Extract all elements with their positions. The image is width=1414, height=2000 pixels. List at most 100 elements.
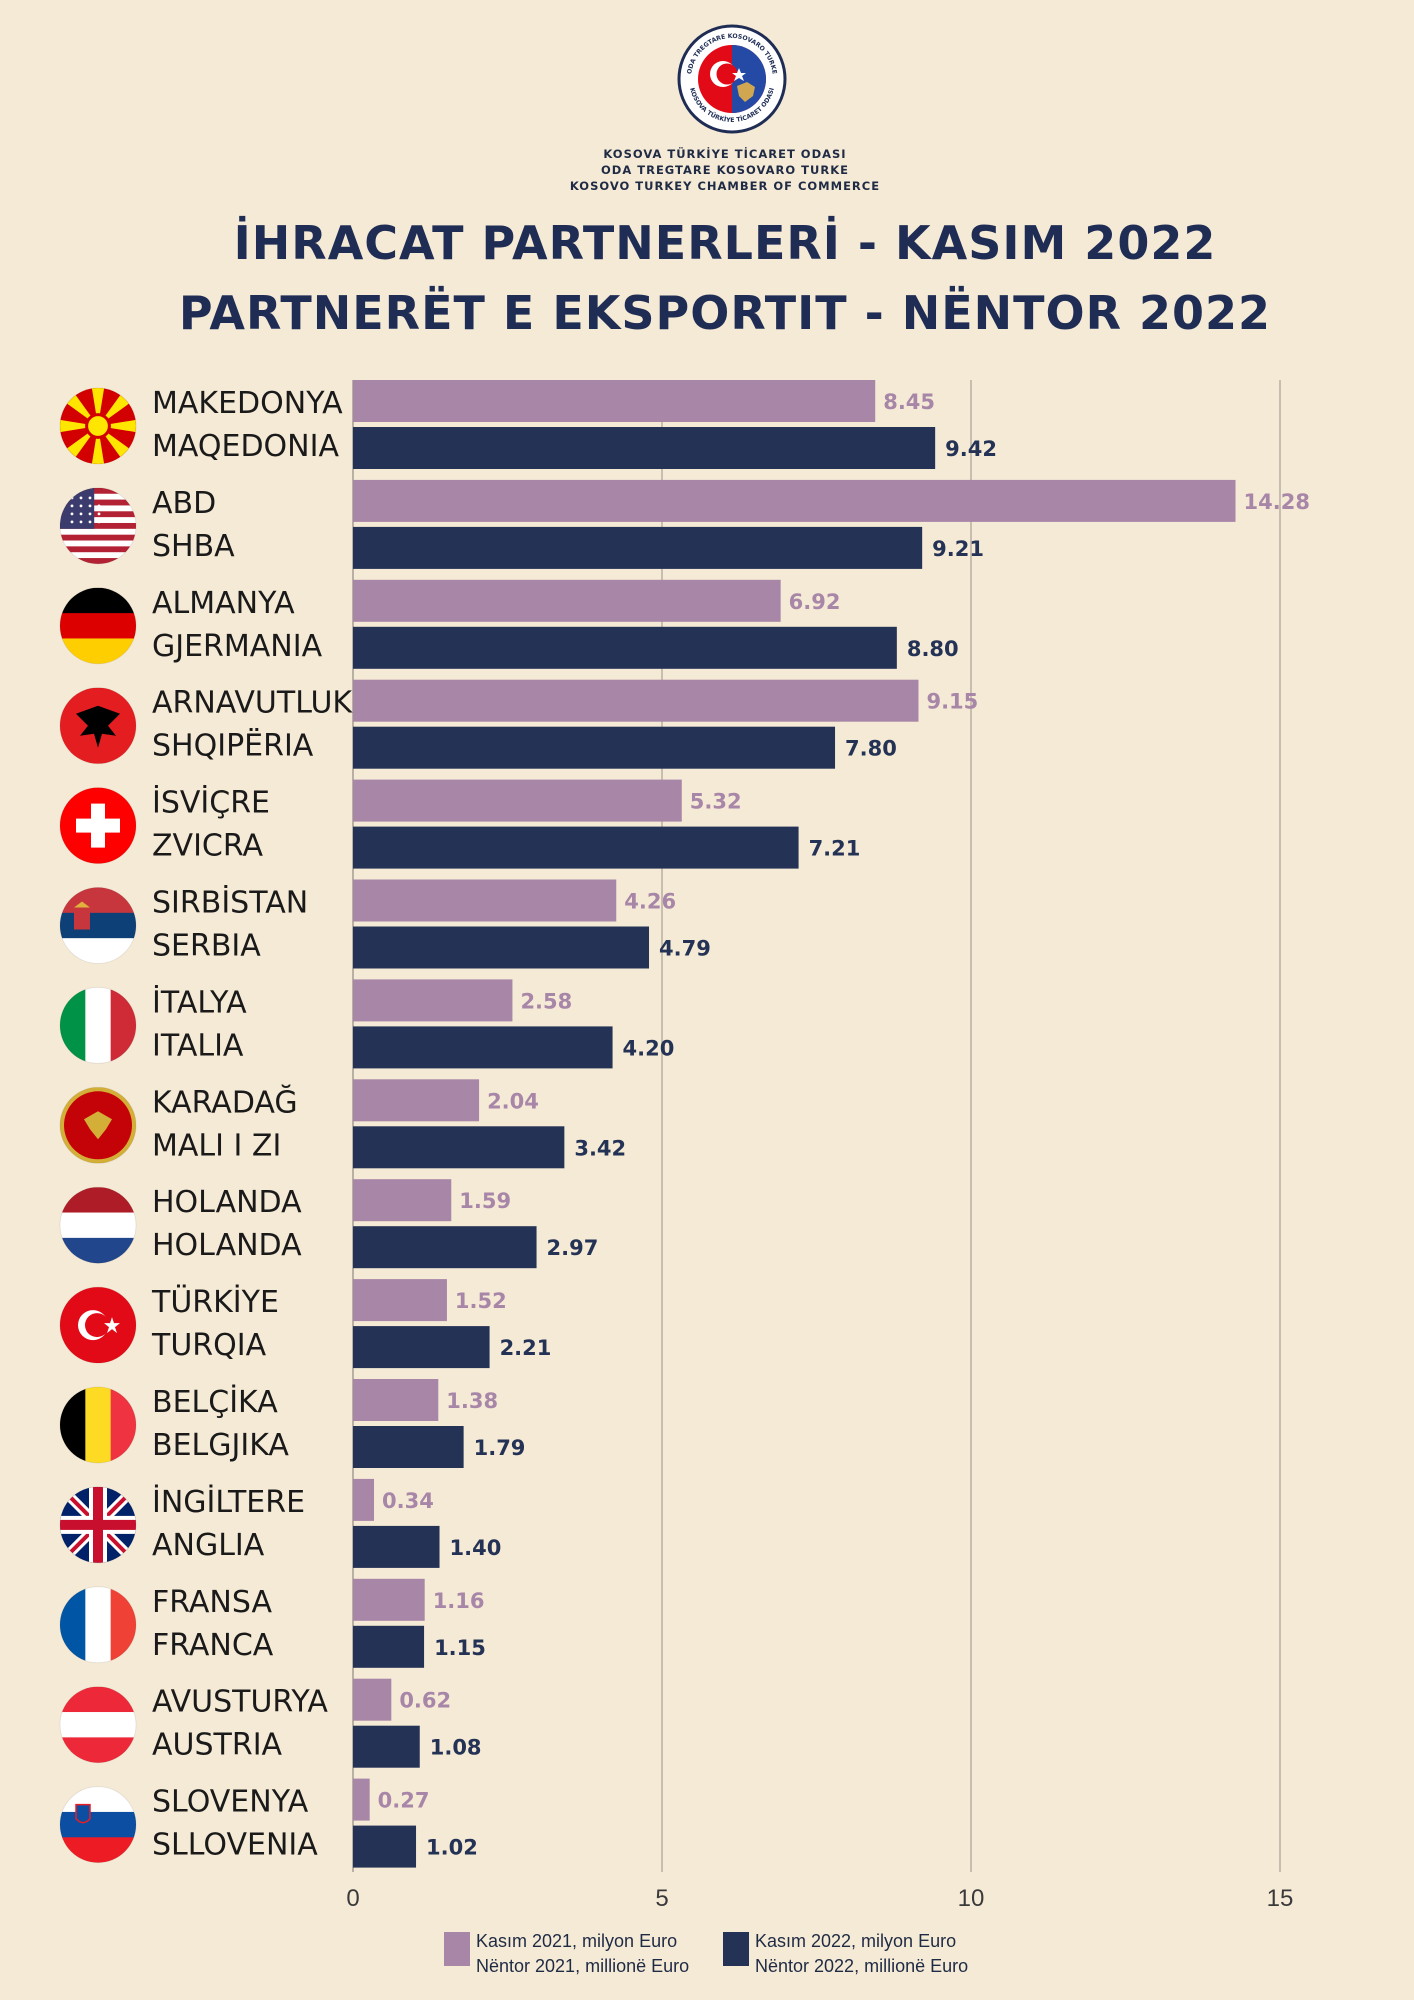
x-tick-label-10: 10: [958, 1885, 985, 1912]
legend-label-2022-line2: Nëntor 2022, millionë Euro: [755, 1956, 969, 1976]
value-label-2022-makedonya: 9.42: [945, 437, 997, 461]
country-label-tr-holanda: HOLANDA: [152, 1185, 302, 1220]
legend-label-2021-line2: Nëntor 2021, millionë Euro: [476, 1956, 690, 1976]
germany-flag-icon: [59, 587, 137, 665]
bar-2022-abd: [353, 526, 923, 569]
bar-2022-italya: [353, 1026, 613, 1069]
value-label-2022-italya: 4.20: [623, 1036, 675, 1060]
bar-2022-isvire: [353, 826, 799, 869]
value-label-2022-avusturya: 1.08: [430, 1736, 482, 1760]
chart-title-turkish: İHRACAT PARTNERLERİ - KASIM 2022: [233, 216, 1217, 270]
bar-2021-isvire: [353, 779, 682, 822]
bar-2021-avusturya: [353, 1678, 392, 1721]
switzerland-flag-icon: [59, 787, 137, 865]
x-tick-label-15: 15: [1267, 1885, 1294, 1912]
country-label-sq-trkiye: TURQIA: [151, 1328, 267, 1363]
org-name-english: KOSOVO TURKEY CHAMBER OF COMMERCE: [569, 179, 881, 193]
montenegro-flag-icon: [59, 1086, 137, 1164]
bar-2022-karada: [353, 1126, 565, 1169]
value-label-2021-arnavutluk: 9.15: [926, 690, 978, 714]
value-label-2022-sirbistan: 4.79: [659, 937, 711, 961]
value-label-2022-almanya: 8.80: [907, 637, 959, 661]
france-flag-icon: [59, 1586, 137, 1664]
value-label-2022-holanda: 2.97: [547, 1236, 599, 1260]
country-label-tr-sirbistan: SIRBİSTAN: [152, 885, 308, 921]
bar-2021-trkiye: [353, 1279, 447, 1322]
slovenia-flag-icon: [59, 1786, 137, 1864]
country-label-sq-italya: ITALIA: [152, 1028, 244, 1063]
value-label-2021-fransa: 1.16: [433, 1589, 485, 1613]
value-label-2022-arnavutluk: 7.80: [845, 737, 897, 761]
bar-2021-belika: [353, 1379, 439, 1421]
belgium-flag-icon: [59, 1386, 137, 1464]
country-label-tr-fransa: FRANSA: [152, 1585, 272, 1620]
value-label-2022-belika: 1.79: [474, 1436, 526, 1460]
legend-label-2021: Kasım 2021, milyon Euro Nëntor 2021, mil…: [476, 1929, 736, 1979]
country-label-tr-makedonya: MAKEDONYA: [152, 386, 343, 421]
country-label-sq-almanya: GJERMANIA: [152, 629, 323, 664]
country-label-sq-belika: BELGJIKA: [152, 1428, 289, 1463]
bar-2021-abd: [353, 479, 1236, 522]
bar-2022-sirbistan: [353, 926, 650, 969]
chart-title-albanian: PARTNERËT E EKSPORTIT - NËNTOR 2022: [178, 286, 1272, 340]
country-label-sq-abd: SHBA: [152, 529, 235, 564]
country-label-tr-avusturya: AVUSTURYA: [152, 1685, 328, 1720]
x-tick-label-5: 5: [655, 1885, 668, 1912]
bar-2022-belika: [353, 1426, 464, 1468]
country-label-sq-arnavutluk: SHQIPËRIA: [152, 728, 314, 764]
bar-2022-ingiltere: [353, 1525, 440, 1568]
country-label-sq-isvire: ZVICRA: [152, 829, 263, 864]
country-label-sq-avusturya: AUSTRIA: [152, 1728, 283, 1763]
legend-swatch-2022: [723, 1932, 749, 1966]
value-label-2021-sirbistan: 4.26: [624, 890, 676, 914]
bar-2022-arnavutluk: [353, 726, 836, 769]
org-name-albanian: ODA TREGTARE KOSOVARO TURKE: [601, 163, 849, 177]
value-label-2021-slovenya: 0.27: [378, 1789, 430, 1813]
legend-label-2022-line1: Kasım 2022, milyon Euro: [755, 1931, 957, 1951]
value-label-2021-trkiye: 1.52: [455, 1289, 507, 1313]
usa-flag-icon: [59, 487, 137, 565]
bar-2021-almanya: [353, 579, 781, 622]
legend-label-2021-line1: Kasım 2021, milyon Euro: [476, 1931, 678, 1951]
country-label-sq-slovenya: SLLOVENIA: [152, 1828, 318, 1863]
country-label-sq-makedonya: MAQEDONIA: [152, 429, 339, 464]
turkey-flag-icon: [59, 1286, 137, 1364]
north-macedonia-flag-icon: [59, 387, 137, 465]
bar-2021-ingiltere: [353, 1478, 375, 1521]
country-label-tr-abd: ABD: [152, 486, 216, 521]
albania-flag-icon: [59, 687, 137, 765]
bar-2021-arnavutluk: [353, 679, 919, 722]
uk-flag-icon: [59, 1486, 137, 1564]
value-label-2022-trkiye: 2.21: [500, 1336, 552, 1360]
value-label-2021-abd: 14.28: [1244, 490, 1310, 514]
value-label-2021-makedonya: 8.45: [883, 390, 935, 414]
serbia-flag-icon: [59, 887, 137, 964]
bar-2021-holanda: [353, 1179, 452, 1222]
legend-swatch-2021: [444, 1932, 470, 1966]
legend-label-2022: Kasım 2022, milyon Euro Nëntor 2022, mil…: [755, 1929, 1015, 1979]
org-name-turkish: KOSOVA TÜRKİYE TİCARET ODASI: [603, 147, 847, 161]
bar-2022-makedonya: [353, 427, 936, 469]
value-label-2021-belika: 1.38: [446, 1389, 498, 1413]
x-tick-label-0: 0: [346, 1885, 359, 1912]
country-label-tr-karada: KARADAĞ: [152, 1083, 298, 1120]
country-label-sq-fransa: FRANCA: [152, 1628, 274, 1663]
country-label-tr-trkiye: TÜRKİYE: [151, 1284, 279, 1320]
bar-2022-avusturya: [353, 1725, 420, 1768]
bar-2021-italya: [353, 979, 513, 1022]
bar-2022-fransa: [353, 1625, 425, 1668]
country-label-tr-belika: BELÇİKA: [152, 1384, 278, 1420]
country-label-sq-sirbistan: SERBIA: [152, 929, 261, 964]
bar-2021-makedonya: [353, 380, 876, 422]
value-label-2021-karada: 2.04: [487, 1089, 539, 1113]
bar-2022-trkiye: [353, 1326, 490, 1369]
country-label-tr-slovenya: SLOVENYA: [152, 1785, 309, 1820]
value-label-2022-isvire: 7.21: [809, 837, 861, 861]
country-label-tr-almanya: ALMANYA: [152, 586, 295, 621]
country-label-sq-holanda: HOLANDA: [152, 1228, 302, 1263]
value-label-2021-ingiltere: 0.34: [382, 1489, 434, 1513]
country-label-sq-ingiltere: ANGLIA: [152, 1528, 265, 1563]
value-label-2022-abd: 9.21: [932, 537, 984, 561]
country-label-tr-ingiltere: İNGİLTERE: [152, 1484, 305, 1520]
